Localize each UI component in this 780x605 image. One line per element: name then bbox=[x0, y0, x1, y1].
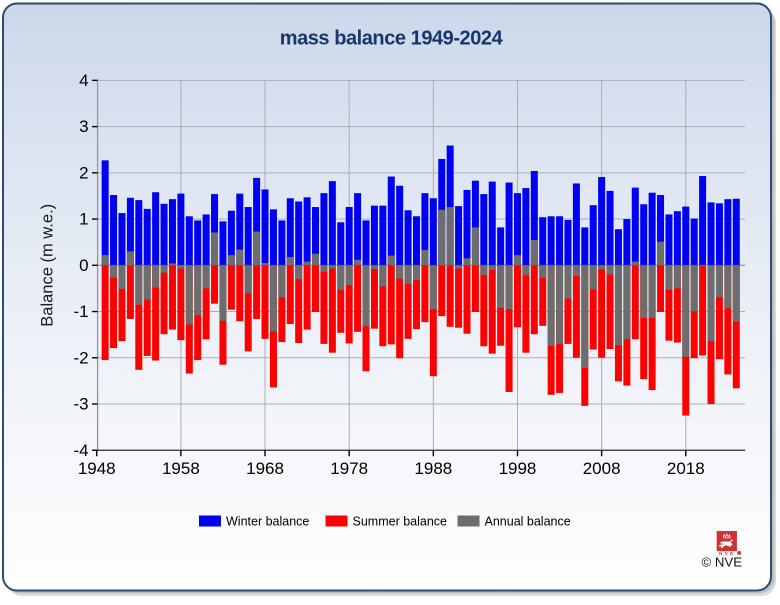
svg-text:4: 4 bbox=[79, 71, 88, 90]
svg-text:-2: -2 bbox=[73, 348, 88, 367]
svg-text:-1: -1 bbox=[73, 302, 88, 321]
svg-text:2008: 2008 bbox=[583, 459, 621, 478]
svg-text:1948: 1948 bbox=[78, 459, 116, 478]
svg-text:3: 3 bbox=[79, 117, 88, 136]
svg-text:mass balance 1949-2024: mass balance 1949-2024 bbox=[280, 28, 504, 50]
svg-text:1: 1 bbox=[79, 210, 88, 229]
svg-text:Winter balance: Winter balance bbox=[226, 515, 309, 529]
svg-text:2: 2 bbox=[79, 163, 88, 182]
svg-text:1998: 1998 bbox=[499, 459, 537, 478]
svg-text:NVE: NVE bbox=[719, 551, 736, 556]
svg-text:Summer balance: Summer balance bbox=[353, 515, 448, 529]
svg-text:2018: 2018 bbox=[667, 459, 705, 478]
svg-text:© NVE: © NVE bbox=[702, 555, 743, 570]
svg-text:-4: -4 bbox=[73, 441, 88, 460]
svg-text:1968: 1968 bbox=[246, 459, 284, 478]
svg-text:Balance (m w.e.): Balance (m w.e.) bbox=[39, 204, 57, 327]
svg-text:-3: -3 bbox=[73, 395, 88, 414]
svg-text:0: 0 bbox=[79, 256, 88, 275]
svg-text:1988: 1988 bbox=[414, 459, 452, 478]
svg-text:1958: 1958 bbox=[162, 459, 200, 478]
svg-text:Annual balance: Annual balance bbox=[485, 515, 571, 529]
svg-text:1978: 1978 bbox=[330, 459, 368, 478]
